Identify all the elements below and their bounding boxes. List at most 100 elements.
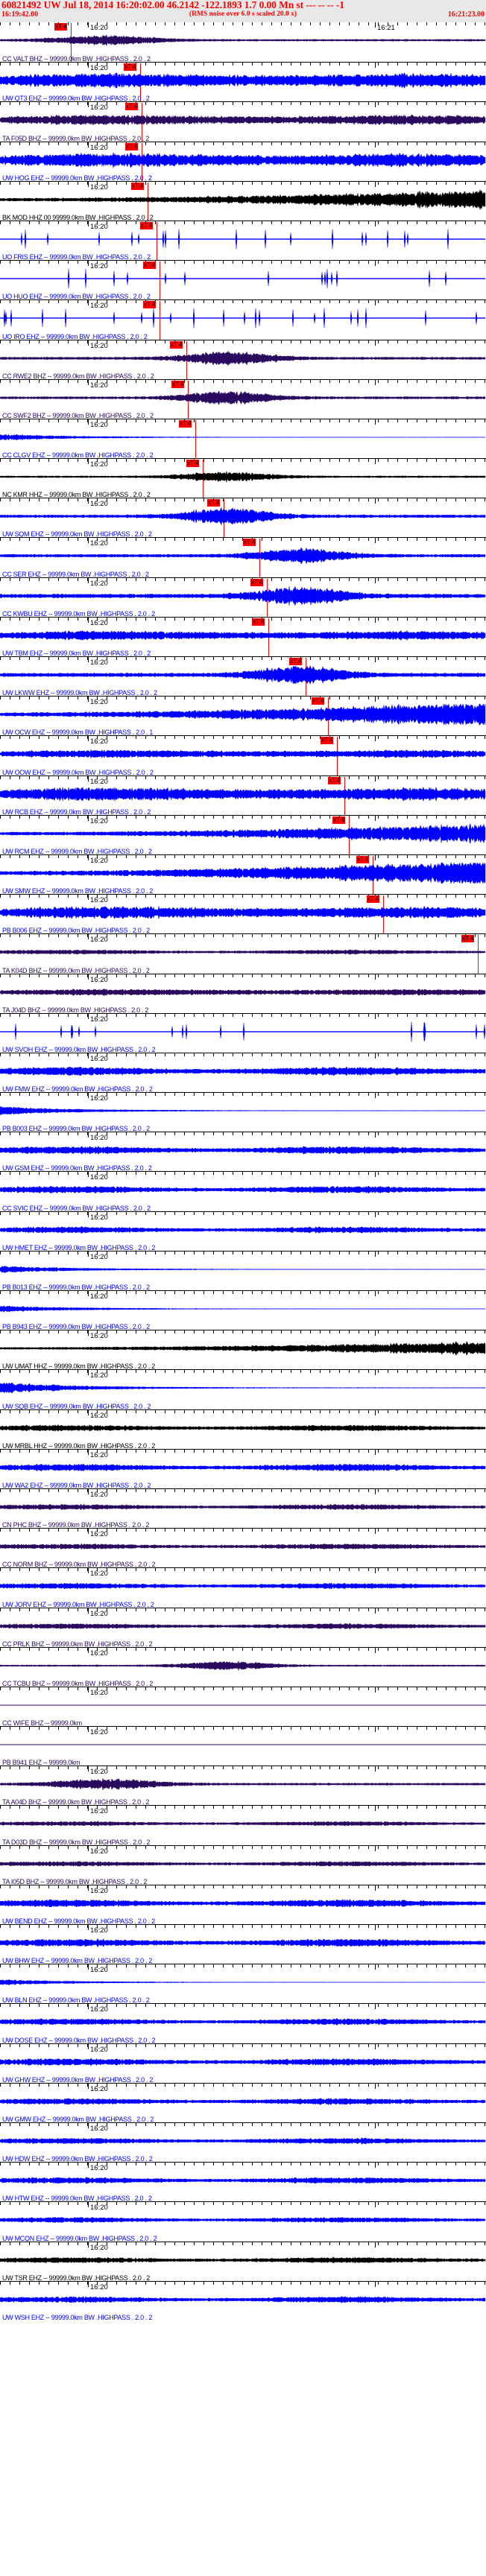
axis-tick [426,340,427,343]
trace-row[interactable]: 16:20 xT 4 NC KMR HHZ -- 99999.0km BW .HIG… [0,458,486,498]
trace-row[interactable]: 16:20 PB B013 EHZ -- 99999.0km BW .HIGHPA… [0,1250,486,1290]
trace-row[interactable]: 16:20 xT 4 UO HUO EHZ -- 99999.0km BW .HIG… [0,260,486,300]
phase-pick-marker[interactable]: xT 4 [143,301,157,309]
trace-row[interactable]: 16:20 UW GMW EHZ -- 99999.0km BW .HIGHPAS… [0,2082,486,2122]
phase-pick-marker[interactable]: xT 4 [356,855,370,863]
trace-row[interactable]: 16:20 CC SVIC EHZ -- 99999.0km BW .HIGHPA… [0,1171,486,1211]
phase-pick-marker[interactable]: xT 4 [124,63,137,72]
trace-row[interactable]: 16:20 xT 4 TA F05D BHZ -- 99999.0km BW .HI… [0,101,486,142]
trace-row[interactable]: 16:20 xT 4 UW LKWW EHZ -- 99999.0km BW .HI… [0,656,486,697]
phase-pick-marker[interactable]: xT 4 [321,737,334,745]
trace-row[interactable]: 16:20 xT 4 UO IRO EHZ -- 99999.0km BW .HIG… [0,299,486,340]
phase-pick-marker[interactable]: xT 4 [461,935,475,943]
axis-tick [0,2242,1,2245]
trace-row[interactable]: 16:20 xT 4 CC KWBU EHZ -- 99999.0km BW .HI… [0,577,486,617]
trace-row[interactable]: 16:20 xT 4 UO FRIS EHZ -- 99999.0km BW .HI… [0,220,486,261]
trace-row[interactable]: 16:20 CC WIFE BHZ -- 99999.0km [0,1686,486,1727]
phase-pick-marker[interactable]: xT 4 [252,618,265,626]
trace-row[interactable]: 16:20 UW BHW EHZ -- 99999.0km BW .HIGHPAS… [0,1924,486,1964]
trace-row[interactable]: 16:20 UW GSM EHZ -- 99999.0km BW .HIGHPAS… [0,1132,486,1172]
trace-row[interactable]: 16:20 16:21 xT 4 CC VALT BHZ -- 99999.0km B… [0,22,486,63]
trace-row[interactable]: 16:20 UW HTW EHZ -- 99999.0km BW .HIGHPAS… [0,2162,486,2202]
axis-tick [39,736,40,740]
phase-pick-marker[interactable]: xT 4 [243,539,256,547]
axis-tick [223,102,224,106]
time-axis-label: 16:20 [90,1530,108,1539]
axis-tick [213,577,214,581]
trace-row[interactable]: 16:20 CN PHC BHZ -- 99999.0km BW .HIGHPAS… [0,1488,486,1529]
trace-row[interactable]: 16:20 UW HMET EHZ -- 99999.0km BW .HIGHPA… [0,1211,486,1251]
trace-row[interactable]: 16:20 UW JORV EHZ -- 99999.0km BW .HIGHPA… [0,1567,486,1608]
trace-row[interactable]: 16:20 UW BEND EHZ -- 99999.0km BW .HIGHPA… [0,1884,486,1924]
trace-row[interactable]: 16:20 xT 4 CC SWF2 BHZ -- 99999.0km BW .HI… [0,378,486,419]
trace-row[interactable]: 16:20 xT 4 UW SQM EHZ -- 99999.0km BW .HIG… [0,498,486,538]
trace-row[interactable]: 16:20 UW TSR EHZ -- 99999.0km BW .HIGHPAS… [0,2241,486,2281]
trace-row[interactable]: 16:20 UW MRBL HHZ -- 99999.0km BW .HIGHPA… [0,1409,486,1449]
trace-row[interactable]: 16:20 TA I05D BHZ -- 99999.0km BW .HIGHPA… [0,1844,486,1885]
trace-row[interactable]: 16:20 CC NORM BHZ -- 99999.0km BW .HIGHPA… [0,1528,486,1568]
phase-pick-marker[interactable]: xT 4 [131,182,145,190]
axis-tick [145,1806,146,1809]
axis-tick [426,934,427,938]
phase-pick-marker[interactable]: xT 4 [250,578,264,586]
phase-pick-marker[interactable]: xT 4 [170,340,183,349]
trace-row[interactable]: 16:20 UW UMAT HHZ -- 99999.0km BW .HIGHPA… [0,1330,486,1370]
phase-pick-marker[interactable]: xT 4 [367,895,380,904]
trace-row[interactable]: 16:20 UW HDW EHZ -- 99999.0km BW .HIGHPAS… [0,2122,486,2163]
phase-pick-marker[interactable]: xT 4 [125,142,139,150]
trace-row[interactable]: 16:20 xT 4 TA K04D BHZ -- 99999.0km BW .HI… [0,933,486,974]
trace-row[interactable]: 16:20 UW BLN EHZ -- 99999.0km BW .HIGHPAS… [0,1964,486,2004]
axis-tick [155,775,156,779]
trace-row[interactable]: 16:20 UW WA2 EHZ -- 99999.0km BW .HIGHPAS… [0,1448,486,1488]
phase-pick-marker[interactable]: xT 4 [332,816,346,824]
axis-tick [281,577,282,581]
trace-row[interactable]: 16:20 TA D03D BHZ -- 99999.0km BW .HIGHPA… [0,1805,486,1845]
trace-row[interactable]: 16:20 UW DOSE EHZ -- 99999.0km BW .HIGHPA… [0,2003,486,2043]
axis-tick [155,1013,156,1017]
trace-row[interactable]: 16:20 xT 4 CC CLGV EHZ -- 99999.0km BW .HI… [0,418,486,459]
phase-pick-marker[interactable]: xT 4 [186,460,200,468]
trace-row[interactable]: 16:20 CC PRLK BHZ -- 99999.0km BW .HIGHPA… [0,1607,486,1647]
trace-row[interactable]: 16:20 UW WSH EHZ -- 99999.0km BW .HIGHPAS… [0,2280,486,2320]
trace-row[interactable]: 16:20 UW GHW EHZ -- 99999.0km BW .HIGHPAS… [0,2043,486,2083]
phase-pick-marker[interactable]: xT 4 [143,261,157,270]
trace-row[interactable]: 16:20 PB B941 EHZ -- 99999.0km [0,1726,486,1766]
trace-row[interactable]: 16:20 xT 4 UW RCM EHZ -- 99999.0km BW .HIG… [0,814,486,854]
trace-row[interactable]: 16:20 xT 4 CC SER EHZ -- 99999.0km BW .HIG… [0,537,486,577]
trace-row[interactable]: 16:20 xT 4 UW TBM EHZ -- 99999.0km BW .HIG… [0,616,486,656]
phase-pick-marker[interactable]: xT 4 [179,419,192,428]
trace-row[interactable]: 16:20 UW SVOH EHZ -- 99999.0km BW .HIGHPA… [0,1012,486,1053]
trace-row[interactable]: 16:20 UW SQB EHZ -- 99999.0km BW .HIGHPAS… [0,1369,486,1409]
trace-row[interactable]: 16:20 xT 4 UW QT3 EHZ -- 99999.0km BW .HIG… [0,62,486,102]
phase-pick-marker[interactable]: xT 4 [312,697,325,705]
phase-pick-marker[interactable]: xT 4 [125,103,139,111]
trace-row[interactable]: 16:20 xT 4 BK MOD HHZ 00 99999.0km BW .HIG… [0,180,486,221]
axis-tick [194,2202,195,2206]
trace-row[interactable]: 16:20 UW MCQN EHZ -- 99999.0km BW .HIGHPA… [0,2201,486,2242]
phase-pick-marker[interactable]: xT 4 [54,23,68,31]
phase-pick-marker[interactable]: xT 4 [171,380,185,388]
phase-pick-marker[interactable]: xT 4 [289,658,303,665]
trace-row[interactable]: 16:20 UW FMW EHZ -- 99999.0km BW .HIGHPAS… [0,1052,486,1093]
axis-tick [213,2163,214,2166]
trace-row[interactable]: 16:20 TA J04D BHZ -- 99999.0km BW .HIGHPA… [0,973,486,1013]
trace-row[interactable]: 16:20 xT 4 PB B006 EHZ -- 99999.0km BW .HI… [0,894,486,934]
axis-tick [300,2163,301,2166]
trace-row[interactable]: 16:20 PB B003 EHZ -- 99999.0km BW .HIGHPA… [0,1092,486,1132]
trace-row[interactable]: 16:20 PB B943 EHZ -- 99999.0km BW .HIGHPA… [0,1290,486,1330]
trace-row[interactable]: 16:20 CC TCBU BHZ -- 99999.0km BW .HIGHPA… [0,1646,486,1687]
trace-row[interactable]: 16:20 TA A04D BHZ -- 99999.0km BW .HIGHPA… [0,1766,486,1806]
trace-row[interactable]: 16:20 xT 4 UW RCB EHZ -- 99999.0km BW .HIG… [0,775,486,815]
trace-row[interactable]: 16:20 xT 4 UW OCW EHZ -- 99999.0km BW .HIG… [0,696,486,736]
phase-pick-marker[interactable]: xT 4 [140,221,154,229]
trace-row[interactable]: 16:20 xT 4 CC RWE2 BHZ -- 99999.0km BW .HI… [0,339,486,379]
trace-row[interactable]: 16:20 xT 4 UW SMW EHZ -- 99999.0km BW .HIG… [0,854,486,895]
axis-tick [155,1885,156,1888]
axis-tick [378,1488,379,1492]
trace-row[interactable]: 16:20 xT 4 UW OOW EHZ -- 99999.0km BW .HIG… [0,735,486,775]
axis-tick [271,1647,272,1651]
axis-tick [0,1925,1,1928]
trace-row[interactable]: 16:20 xT 4 UW HOG EHZ -- 99999.0km BW .HIG… [0,141,486,181]
phase-pick-marker[interactable]: xT 4 [328,776,341,784]
phase-pick-marker[interactable]: xT 4 [207,499,221,507]
